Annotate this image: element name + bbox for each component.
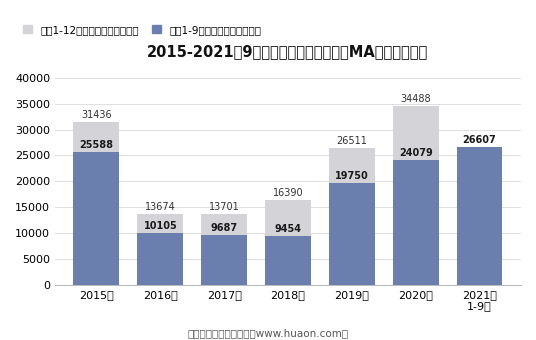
Text: 13674: 13674 [145, 202, 176, 212]
Text: 26607: 26607 [463, 135, 496, 145]
Bar [393, 106, 438, 285]
Text: 16390: 16390 [273, 188, 303, 198]
Bar [329, 183, 375, 285]
Text: 制图：华经产业研究院（www.huaon.com）: 制图：华经产业研究院（www.huaon.com） [188, 328, 348, 338]
Text: 19750: 19750 [335, 171, 369, 181]
Text: 9687: 9687 [211, 223, 238, 233]
Text: 34488: 34488 [400, 94, 431, 104]
Bar [329, 148, 375, 285]
Bar [201, 214, 247, 285]
Bar [137, 214, 183, 285]
Bar [265, 236, 311, 285]
Legend: 历年1-12月期货成交量（万手）, 历年1-9月期货成交量（万手）: 历年1-12月期货成交量（万手）, 历年1-9月期货成交量（万手） [23, 25, 262, 35]
Text: 13701: 13701 [209, 202, 240, 212]
Text: 10105: 10105 [144, 221, 177, 231]
Text: 31436: 31436 [81, 110, 112, 120]
Bar [73, 122, 120, 285]
Bar [73, 152, 120, 285]
Text: 24079: 24079 [399, 148, 433, 158]
Bar [393, 160, 438, 285]
Bar [265, 200, 311, 285]
Bar [457, 147, 502, 285]
Text: 25588: 25588 [79, 140, 114, 150]
Title: 2015-2021年9月郑州商品交易所甲醇（MA）期货成交量: 2015-2021年9月郑州商品交易所甲醇（MA）期货成交量 [147, 44, 429, 59]
Text: 9454: 9454 [274, 224, 301, 234]
Bar [137, 233, 183, 285]
Text: 26511: 26511 [337, 136, 367, 146]
Bar [201, 235, 247, 285]
